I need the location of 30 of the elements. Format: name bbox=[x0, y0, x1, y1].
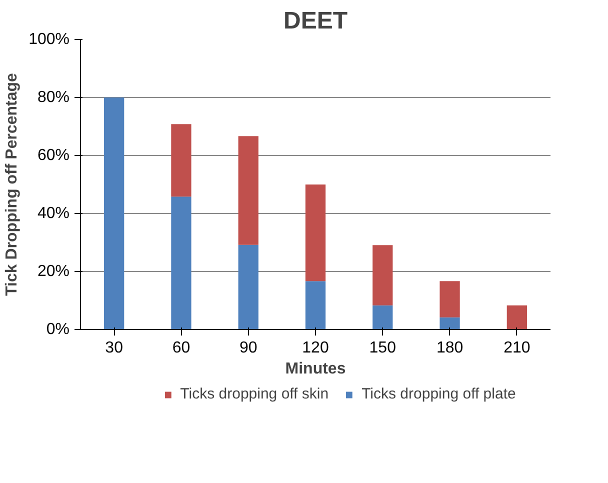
bar bbox=[171, 124, 192, 197]
bar bbox=[171, 196, 192, 330]
x-axis-title: Minutes bbox=[285, 360, 346, 378]
y-tick-label: 0% bbox=[46, 321, 70, 338]
x-tick-label: 180 bbox=[436, 340, 464, 356]
y-tick-label: 20% bbox=[37, 263, 70, 280]
y-tick-label: 100% bbox=[28, 31, 70, 48]
x-tick-label: 30 bbox=[105, 340, 124, 356]
y-tick-label: 60% bbox=[37, 147, 70, 164]
x-tick-label: 210 bbox=[504, 340, 530, 356]
bar bbox=[238, 244, 258, 330]
bar bbox=[440, 281, 460, 318]
legend-label: Ticks dropping off plate bbox=[362, 386, 516, 402]
legend-label: Ticks dropping off skin bbox=[180, 386, 329, 402]
chart-title: DEET bbox=[283, 8, 348, 34]
bar bbox=[372, 245, 393, 306]
y-axis-title: Tick Dropping off Percentage bbox=[4, 72, 21, 296]
x-tick-label: 60 bbox=[172, 340, 190, 356]
bar bbox=[305, 281, 326, 330]
bar bbox=[372, 305, 393, 330]
bar bbox=[305, 184, 326, 282]
x-tick-label: 90 bbox=[239, 340, 258, 356]
bar bbox=[506, 305, 527, 330]
x-tick-label: 150 bbox=[369, 340, 396, 356]
x-tick-label: 120 bbox=[302, 340, 329, 356]
y-tick-label: 40% bbox=[37, 205, 70, 222]
bar bbox=[104, 98, 124, 330]
bar bbox=[440, 317, 460, 330]
y-tick-label: 80% bbox=[37, 89, 70, 106]
bar bbox=[238, 136, 258, 245]
